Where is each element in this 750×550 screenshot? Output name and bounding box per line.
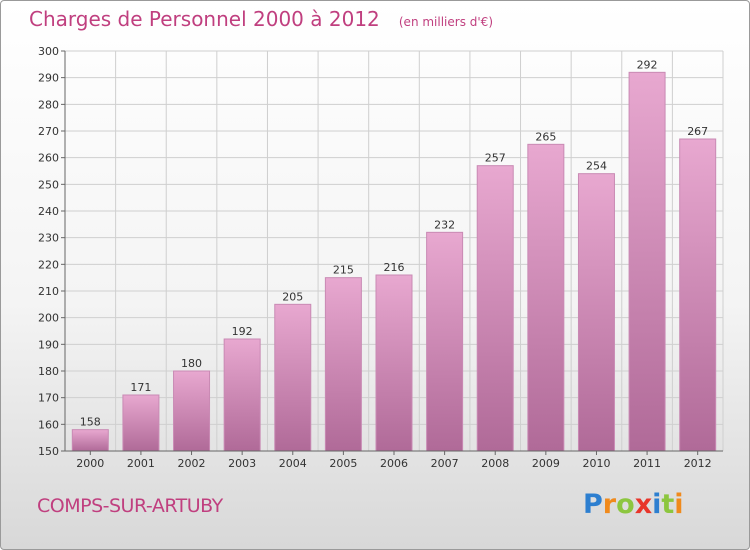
data-label: 215 <box>333 264 354 277</box>
data-label: 158 <box>80 416 101 429</box>
x-tick-label: 2010 <box>582 457 610 470</box>
y-tick-label: 150 <box>38 445 59 458</box>
bar-2002 <box>173 370 211 452</box>
bar-2004 <box>274 303 312 452</box>
x-tick-label: 2008 <box>481 457 509 470</box>
data-label: 232 <box>434 218 455 231</box>
x-tick-label: 2003 <box>228 457 256 470</box>
data-label: 254 <box>586 160 607 173</box>
logo-letter: t <box>661 489 675 520</box>
x-tick-label: 2006 <box>380 457 408 470</box>
logo-letter: P <box>583 489 603 520</box>
y-tick-label: 250 <box>38 178 59 191</box>
data-label: 265 <box>535 130 556 143</box>
x-tick-label: 2004 <box>279 457 307 470</box>
y-tick-label: 300 <box>38 45 59 58</box>
x-tick-label: 2011 <box>633 457 661 470</box>
y-tick-label: 230 <box>38 232 59 245</box>
logo-letter: o <box>616 489 635 520</box>
proxiti-logo: Proxiti <box>583 489 684 520</box>
logo-letter: x <box>634 489 653 520</box>
bar-2009 <box>527 143 565 452</box>
bar-2010 <box>577 173 615 452</box>
bar-2001 <box>122 394 160 452</box>
y-tick-label: 210 <box>38 285 59 298</box>
data-label: 171 <box>130 381 151 394</box>
bar-2006 <box>375 274 413 452</box>
y-tick-label: 280 <box>38 98 59 111</box>
x-tick-label: 2007 <box>431 457 459 470</box>
x-tick-label: 2001 <box>127 457 155 470</box>
bar-2012 <box>679 138 717 452</box>
x-tick-label: 2009 <box>532 457 560 470</box>
bar-2007 <box>426 231 464 452</box>
y-tick-label: 260 <box>38 152 59 165</box>
bars <box>71 71 717 452</box>
x-tick-label: 2012 <box>684 457 712 470</box>
x-tick-label: 2005 <box>329 457 357 470</box>
y-tick-label: 190 <box>38 338 59 351</box>
data-label: 205 <box>282 290 303 303</box>
logo-letter: i <box>652 489 662 520</box>
chart-subtitle: (en milliers d'€) <box>398 15 493 29</box>
data-label: 180 <box>181 357 202 370</box>
data-label: 267 <box>687 125 708 138</box>
x-tick-label: 2002 <box>178 457 206 470</box>
data-label: 257 <box>485 152 506 165</box>
y-tick-label: 240 <box>38 205 59 218</box>
y-tick-label: 220 <box>38 258 59 271</box>
y-tick-label: 290 <box>38 72 59 85</box>
bar-2005 <box>324 277 362 452</box>
data-labels: 158 171 180 192 205 215 216 232 257 265 254 292 267 <box>80 58 708 428</box>
chart-title: Charges de Personnel 2000 à 2012 <box>29 7 380 31</box>
axes: 150 160 170 180 190 200 210 220 230 240 250 260 270 2… <box>38 45 723 470</box>
data-label: 292 <box>637 58 658 71</box>
logo-letter: i <box>674 489 684 520</box>
bar-2008 <box>476 165 514 452</box>
y-tick-label: 200 <box>38 312 59 325</box>
data-label: 192 <box>232 325 253 338</box>
bar-2000 <box>71 429 109 452</box>
data-label: 216 <box>384 261 405 274</box>
bar-2003 <box>223 338 261 452</box>
y-tick-label: 170 <box>38 392 59 405</box>
bar-2011 <box>628 71 666 452</box>
logo-letter: r <box>602 489 617 520</box>
x-tick-label: 2000 <box>76 457 104 470</box>
city-name: COMPS-SUR-ARTUBY <box>37 495 223 517</box>
y-tick-label: 160 <box>38 418 59 431</box>
y-tick-label: 270 <box>38 125 59 138</box>
y-tick-label: 180 <box>38 365 59 378</box>
chart-title-block: Charges de Personnel 2000 à 2012 (en mil… <box>29 7 493 31</box>
